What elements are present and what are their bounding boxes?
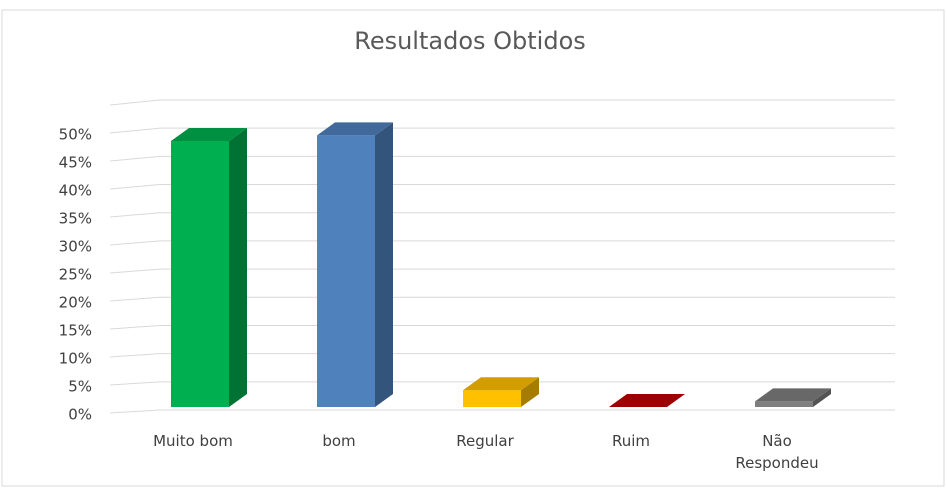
chart-title: Resultados Obtidos [354, 27, 586, 55]
x-tick-label: Não Respondeu [735, 432, 819, 472]
bar-front [463, 390, 521, 407]
y-tick-label: 50% [59, 126, 92, 144]
chart-frame [1, 9, 945, 487]
grid-line [109, 184, 895, 190]
y-tick-label: 25% [59, 266, 92, 284]
bar-front [171, 141, 229, 407]
y-tick-label: 5% [68, 378, 92, 396]
grid-line [109, 381, 895, 386]
grid-line [109, 409, 895, 414]
x-tick-label: Ruim [611, 432, 651, 450]
bar-top [609, 394, 685, 407]
x-tick-label: Muito bom [153, 432, 233, 450]
grid-line [109, 296, 895, 302]
bar-side [229, 128, 247, 407]
y-tick-label: 20% [59, 294, 92, 312]
grid-line [109, 268, 895, 274]
y-tick-label: 40% [59, 182, 92, 200]
bar-front [755, 401, 813, 407]
y-tick-label: 0% [68, 406, 92, 424]
grid-line [109, 127, 895, 134]
y-tick-label: 10% [59, 350, 92, 368]
grid-line [109, 353, 895, 358]
y-tick-label: 30% [59, 238, 92, 256]
y-tick-label: 35% [59, 210, 92, 228]
grid-line [109, 324, 895, 330]
y-tick-label: 15% [59, 322, 92, 340]
wall-top [109, 99, 895, 106]
bar-top [171, 128, 247, 141]
bar-side [521, 377, 539, 407]
y-tick-label: 45% [59, 154, 92, 172]
bar-top [755, 388, 831, 402]
bar-top [317, 122, 393, 136]
x-tick-label: bom [322, 432, 356, 450]
grid-line [109, 212, 895, 218]
grid-line [109, 240, 895, 246]
bar-front [317, 135, 375, 407]
grid-line [109, 155, 895, 162]
bar-top [463, 377, 539, 391]
bar-side [813, 388, 831, 407]
x-tick-label: Regular [456, 432, 514, 450]
bar-side [375, 122, 393, 408]
